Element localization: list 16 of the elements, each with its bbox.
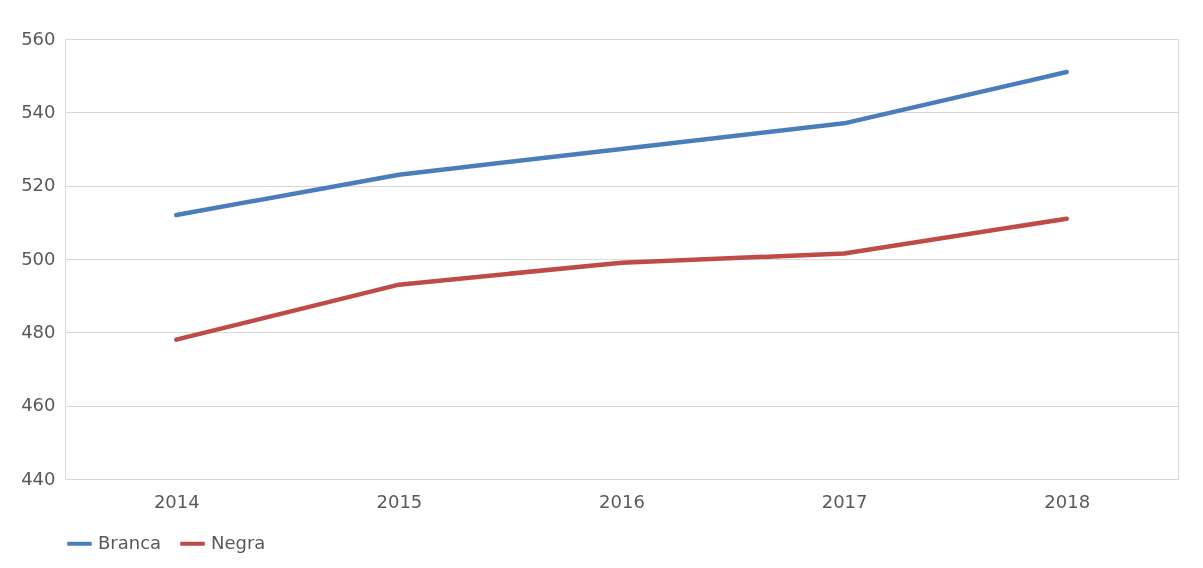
legend-label: Branca	[98, 531, 162, 553]
x-tick-label: 2018	[1044, 490, 1091, 512]
y-tick-label: 500	[21, 247, 56, 269]
y-tick-label: 440	[21, 467, 56, 489]
x-tick-label: 2014	[153, 490, 200, 512]
y-tick-label: 540	[21, 100, 56, 122]
y-tick-label: 480	[21, 320, 56, 342]
legend-label: Negra	[211, 531, 266, 553]
line-series	[174, 69, 1069, 218]
y-tick-label: 520	[21, 174, 56, 196]
y-tick-label: 560	[21, 27, 56, 49]
x-tick-label: 2016	[599, 490, 645, 512]
line-series	[174, 216, 1069, 342]
x-tick-label: 2015	[376, 490, 423, 512]
x-tick-label: 2017	[821, 490, 868, 512]
y-tick-label: 460	[21, 394, 56, 416]
